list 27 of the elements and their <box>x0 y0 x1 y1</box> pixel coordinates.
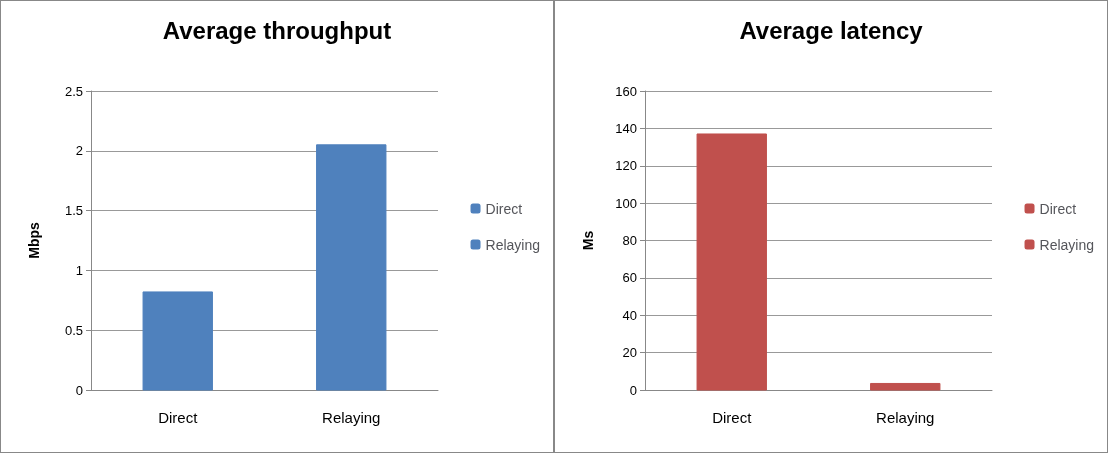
y-tick-label: 100 <box>615 195 637 211</box>
y-axis-title: Ms <box>580 230 596 251</box>
y-tick-label: 0 <box>629 382 637 398</box>
x-tick-label: Direct <box>712 409 753 426</box>
y-tick-label: 160 <box>615 83 637 99</box>
y-tick-label: 60 <box>622 270 637 286</box>
y-tick-label: 2 <box>75 143 83 159</box>
y-tick-label: 140 <box>615 120 637 136</box>
y-tick-label: 120 <box>615 158 637 174</box>
x-tick-label: Relaying <box>322 409 381 426</box>
y-axis-title: Mbps <box>26 222 42 259</box>
y-tick-label: 40 <box>622 307 637 323</box>
y-tick-label: 80 <box>622 233 637 248</box>
chart-title: Average throughput <box>162 16 392 44</box>
legend-label: Direct <box>1039 200 1077 217</box>
chart-title: Average latency <box>739 16 924 44</box>
y-tick-label: 1 <box>75 262 83 278</box>
y-tick-label: 20 <box>622 345 637 361</box>
y-tick-label: 2.5 <box>64 83 83 99</box>
x-tick-label: Relaying <box>876 409 935 426</box>
legend-label: Direct <box>485 200 523 217</box>
y-tick-label: 0 <box>75 382 83 398</box>
legend-label: Relaying <box>485 236 541 253</box>
x-tick-label: Direct <box>158 409 199 426</box>
legend-label: Relaying <box>1039 236 1095 253</box>
y-tick-label: 1.5 <box>64 203 83 219</box>
y-tick-label: 0.5 <box>64 322 83 338</box>
